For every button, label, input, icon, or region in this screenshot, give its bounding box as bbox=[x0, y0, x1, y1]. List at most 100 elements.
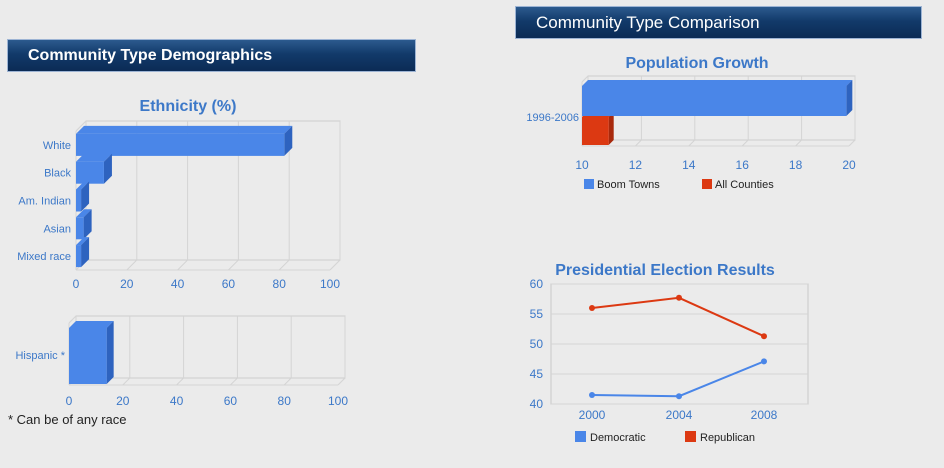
election-point-republican bbox=[676, 294, 682, 301]
election-chart-title: Presidential Election Results bbox=[555, 262, 775, 279]
ethnicity-bar-side bbox=[81, 181, 90, 212]
ethnicity-grid-floor-line bbox=[228, 259, 239, 271]
growth-legend-swatch bbox=[584, 179, 594, 189]
hispanic-grid-back-wall bbox=[75, 315, 346, 379]
growth-x-tick: 18 bbox=[789, 158, 803, 172]
ethnicity-bar bbox=[76, 125, 293, 156]
growth-grid-floor-line bbox=[848, 139, 856, 147]
growth-x-tick: 14 bbox=[682, 158, 696, 172]
ethnicity-bar-top bbox=[76, 209, 92, 218]
election-y-tick: 55 bbox=[530, 307, 544, 321]
left-panel-title: Community Type Demographics bbox=[7, 39, 416, 72]
election-legend-label: Republican bbox=[700, 432, 755, 444]
election-point-republican bbox=[589, 305, 595, 311]
hispanic-x-tick: 100 bbox=[328, 394, 348, 408]
growth-grid-floor-line bbox=[795, 139, 802, 147]
hispanic-grid-floor-line bbox=[176, 377, 184, 386]
hispanic-x-tick: 80 bbox=[278, 394, 292, 408]
right-panel-title: Community Type Comparison bbox=[515, 6, 922, 39]
ethnicity-grid-floor-line bbox=[126, 259, 138, 271]
population-growth-chart: Population Growth 1996-2006 10 12 14 16 18 20 Bo… bbox=[526, 55, 856, 191]
election-point-democratic bbox=[589, 392, 595, 398]
ethnicity-x-tick: 20 bbox=[120, 277, 134, 291]
ethnicity-grid-floor-line bbox=[177, 259, 188, 271]
growth-bar-boom-towns bbox=[582, 80, 853, 116]
left-panel-title-text: Community Type Demographics bbox=[28, 46, 273, 64]
growth-x-tick: 16 bbox=[736, 158, 750, 172]
ethnicity-x-tick: 0 bbox=[73, 277, 80, 291]
right-panel-title-text: Community Type Comparison bbox=[536, 12, 760, 32]
ethnicity-category-label: Mixed race bbox=[17, 251, 71, 263]
hispanic-x-tick: 0 bbox=[66, 394, 73, 408]
ethnicity-category-label: White bbox=[43, 140, 71, 152]
ethnicity-bar-front bbox=[76, 133, 285, 156]
election-y-tick: 45 bbox=[530, 367, 544, 381]
ethnicity-bar-side bbox=[83, 209, 92, 240]
hispanic-grid-floor-line bbox=[283, 377, 292, 386]
hispanic-grid-floor-line bbox=[337, 377, 346, 386]
ethnicity-bar bbox=[76, 209, 92, 240]
growth-x-tick: 20 bbox=[842, 158, 856, 172]
hispanic-category-label: Hispanic * bbox=[15, 350, 65, 362]
ethnicity-x-tick: 40 bbox=[171, 277, 185, 291]
ethnicity-bar-front bbox=[76, 245, 82, 268]
ethnicity-x-tick: 80 bbox=[273, 277, 287, 291]
growth-x-tick: 10 bbox=[575, 158, 589, 172]
ethnicity-bar bbox=[76, 153, 112, 184]
election-y-tick: 60 bbox=[530, 277, 544, 291]
ethnicity-bar-top bbox=[76, 153, 112, 162]
growth-chart-title: Population Growth bbox=[625, 55, 768, 72]
election-chart: Presidential Election Results 40 45 50 55 60 2… bbox=[530, 262, 809, 444]
election-legend-label: Democratic bbox=[590, 432, 646, 444]
election-line-democratic bbox=[591, 360, 765, 398]
ethnicity-bar-top bbox=[76, 125, 293, 134]
ethnicity-category-label: Asian bbox=[43, 223, 71, 235]
hispanic-x-tick: 60 bbox=[224, 394, 238, 408]
ethnicity-grid-floor-line bbox=[278, 259, 290, 271]
election-point-democratic bbox=[676, 393, 682, 400]
ethnicity-bar-side bbox=[81, 237, 90, 268]
ethnicity-category-label: Black bbox=[44, 168, 71, 180]
ethnicity-bar-front bbox=[76, 161, 104, 184]
election-x-tick: 2004 bbox=[666, 408, 693, 422]
election-x-tick: 2008 bbox=[751, 408, 778, 422]
election-point-republican bbox=[761, 333, 767, 340]
ethnicity-bar-front bbox=[76, 217, 84, 240]
ethnicity-bar bbox=[76, 237, 90, 268]
ethnicity-x-tick: 100 bbox=[320, 277, 340, 291]
hispanic-bar bbox=[69, 321, 114, 384]
ethnicity-bar-top bbox=[76, 237, 90, 246]
growth-legend-label: Boom Towns bbox=[597, 179, 660, 191]
growth-grid-floor-line bbox=[741, 139, 749, 147]
growth-bar-all-counties-side bbox=[608, 112, 614, 145]
growth-category-label: 1996-2006 bbox=[526, 112, 579, 124]
growth-legend-label: All Counties bbox=[715, 179, 774, 191]
ethnicity-bar-side bbox=[284, 125, 293, 156]
hispanic-bar-front bbox=[69, 328, 107, 384]
ethnicity-bar-front bbox=[76, 189, 82, 212]
growth-grid-floor-line bbox=[688, 139, 696, 147]
hispanic-bar-side bbox=[106, 321, 114, 384]
growth-legend-swatch bbox=[702, 179, 712, 189]
hispanic-x-tick: 40 bbox=[170, 394, 184, 408]
ethnicity-category-label: Am. Indian bbox=[18, 196, 71, 208]
ethnicity-chart-title: Ethnicity (%) bbox=[140, 98, 237, 115]
growth-grid-left-top bbox=[581, 75, 589, 83]
hispanic-chart: Hispanic * 0 20 40 60 80 100 bbox=[15, 315, 348, 408]
growth-x-tick: 12 bbox=[629, 158, 643, 172]
ethnicity-grid-floor-line bbox=[329, 259, 341, 271]
election-y-tick: 40 bbox=[530, 397, 544, 411]
election-x-tick: 2000 bbox=[579, 408, 606, 422]
growth-bar-all-counties bbox=[582, 112, 614, 145]
hispanic-grid-floor-line bbox=[230, 377, 238, 386]
election-point-democratic bbox=[761, 358, 767, 365]
growth-bar-boom-towns-top bbox=[582, 80, 853, 86]
hispanic-footnote: * Can be of any race bbox=[8, 412, 127, 427]
ethnicity-chart: Ethnicity (%) White Black Am. Indian Asian Mi… bbox=[17, 98, 341, 291]
election-y-tick: 50 bbox=[530, 337, 544, 351]
ethnicity-grid-left-top bbox=[75, 120, 87, 132]
ethnicity-bar-side bbox=[103, 153, 112, 184]
growth-bar-all-counties-front bbox=[582, 117, 609, 145]
ethnicity-bar-top bbox=[76, 181, 90, 190]
growth-grid-floor-line bbox=[635, 139, 642, 147]
